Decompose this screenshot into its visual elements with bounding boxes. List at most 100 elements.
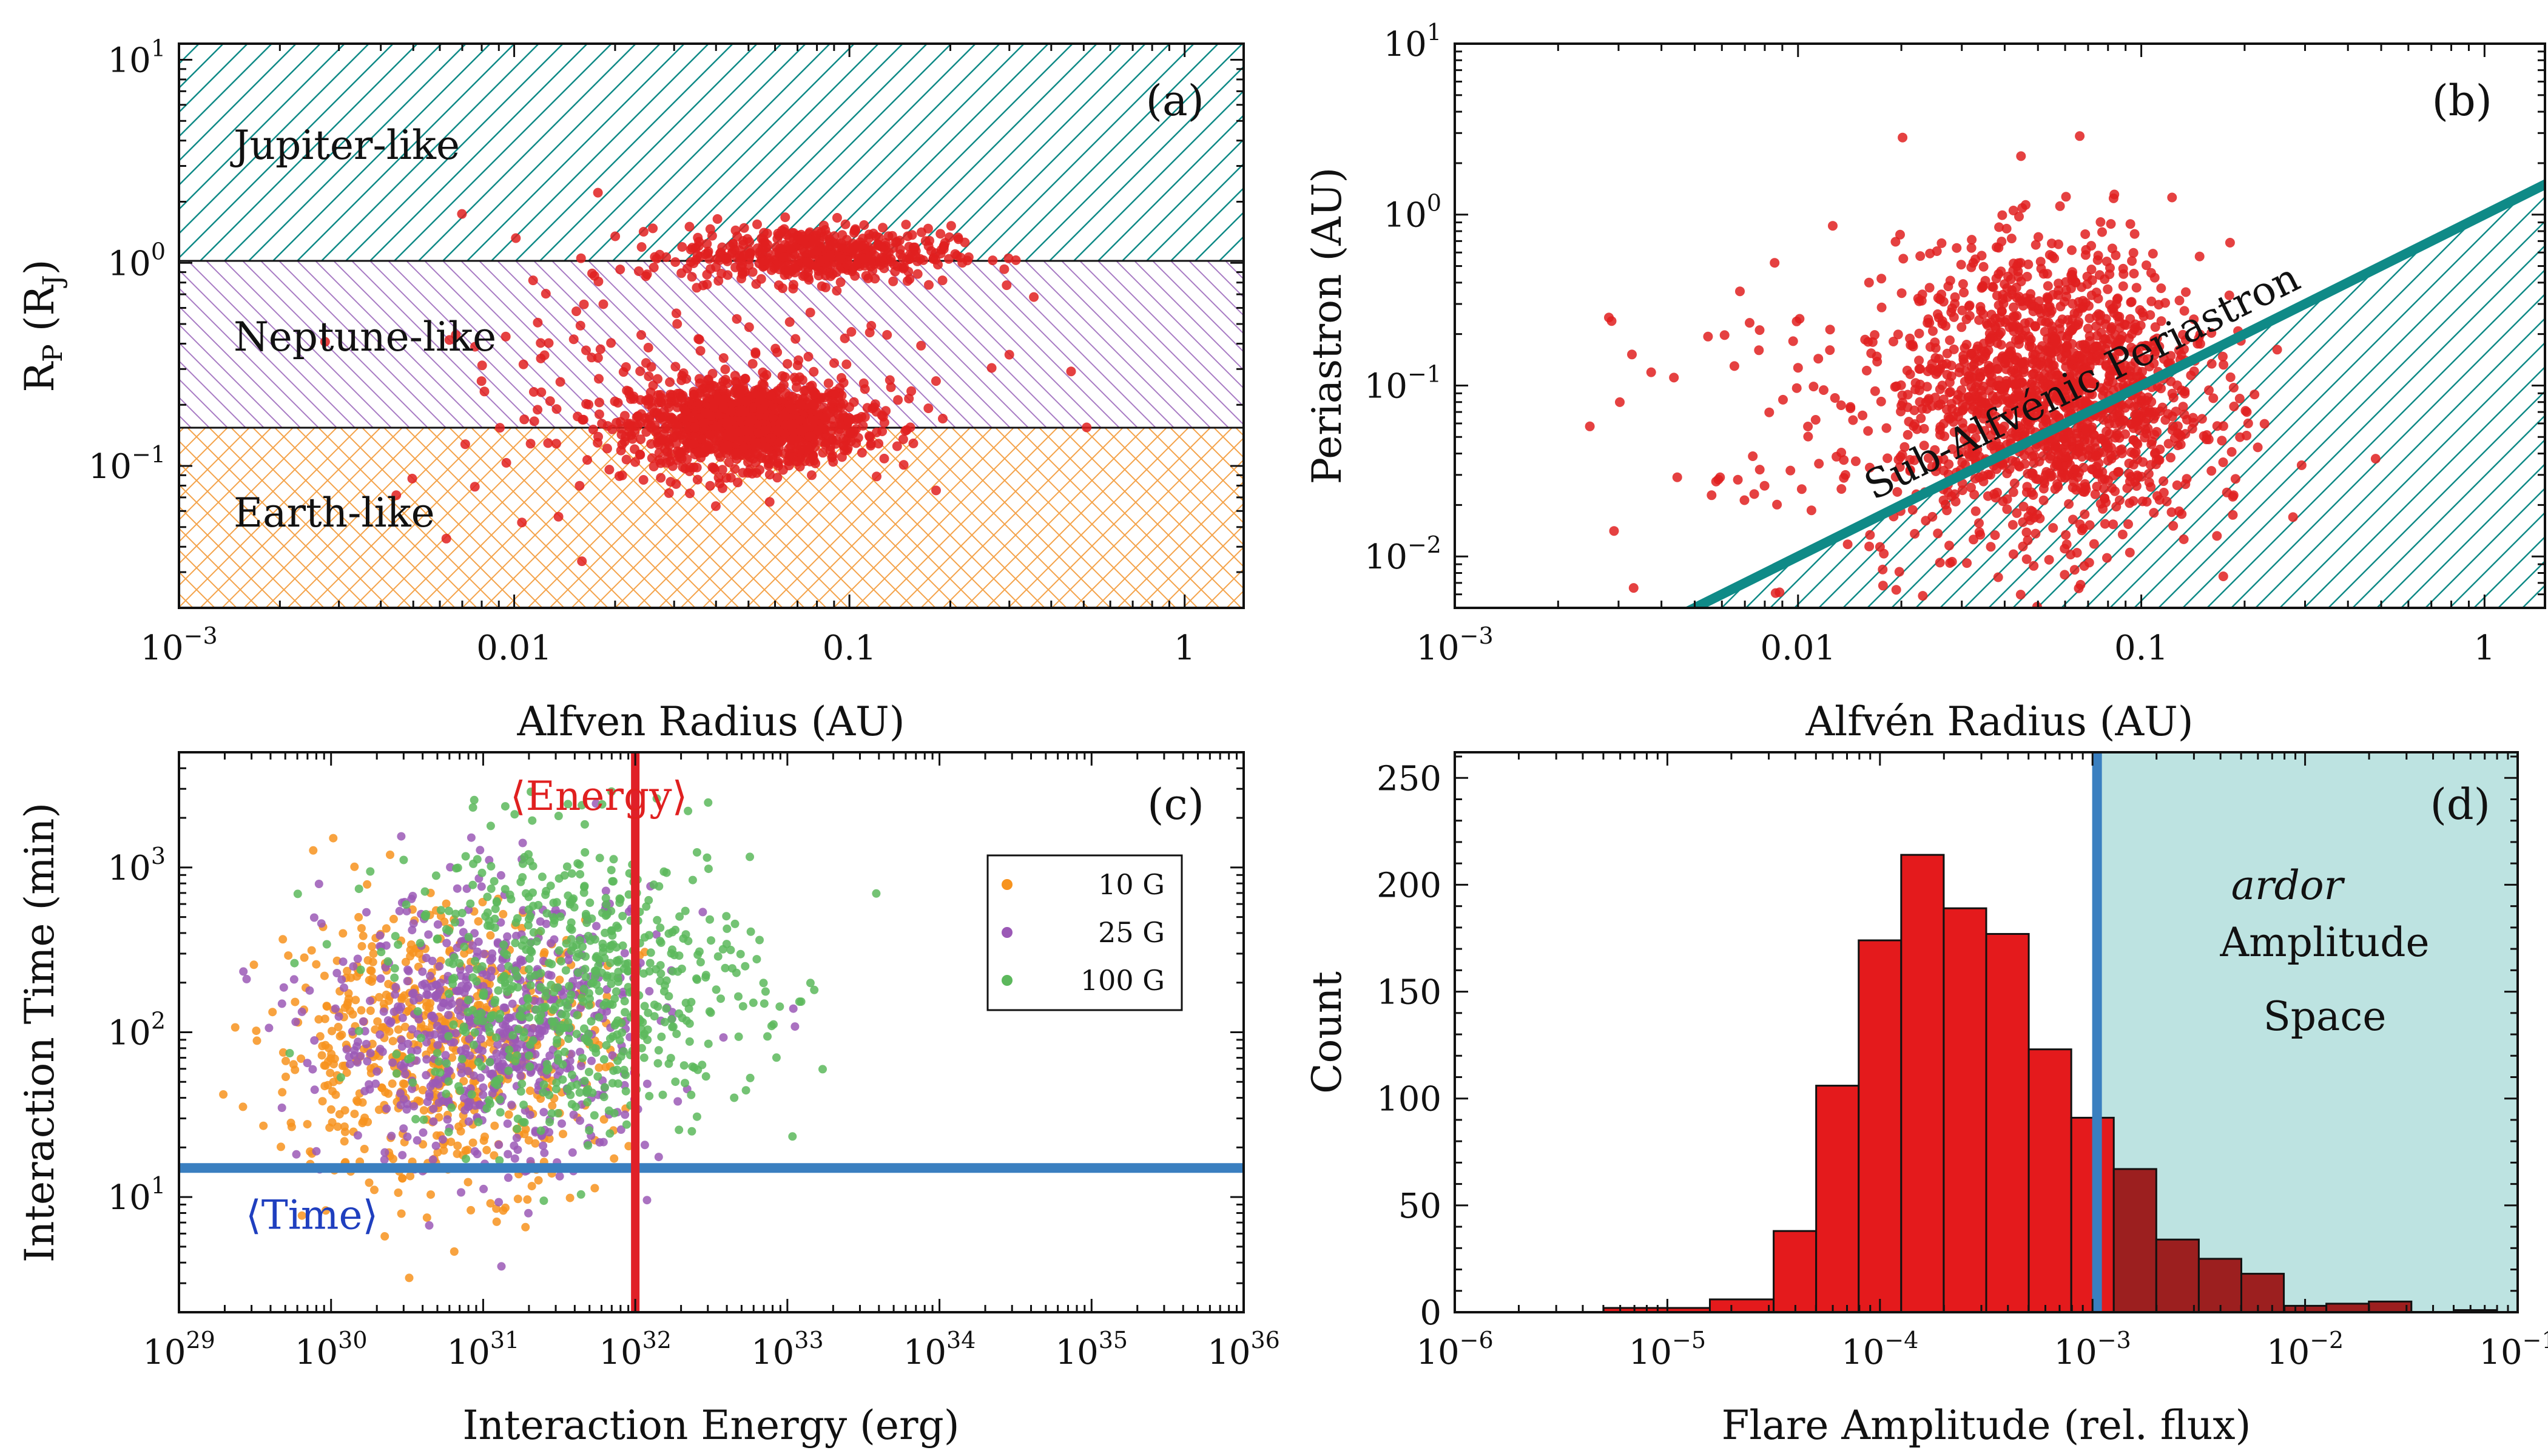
planet-point [451,330,461,340]
point-10G [326,1105,335,1114]
point-10G [360,1145,369,1153]
point-10G [525,1087,534,1095]
planet-point [2106,323,2117,334]
point-10G [249,960,258,969]
planet-point [2146,296,2157,306]
planet-point [2120,360,2130,371]
planet-point [884,248,894,258]
planet-point [2032,510,2043,520]
xtick-label-b: 0.01 [1760,629,1836,668]
planet-point [2159,488,2169,497]
point-25G [289,975,298,984]
planet-point [2179,410,2189,420]
planet-point [706,411,716,421]
planet-point [2195,329,2205,340]
planet-point [684,396,694,406]
planet-point [1956,322,1967,332]
planet-point [823,378,834,388]
point-25G [366,996,374,1005]
planet-point [2174,295,2185,306]
planet-point [827,396,837,406]
planet-point [2156,383,2166,394]
point-25G [395,1005,404,1014]
point-10G [297,1054,306,1063]
planet-point [790,334,801,344]
point-10G [394,1025,403,1034]
planet-point [901,220,911,230]
planet-point [705,480,715,491]
planet-point [2113,467,2123,477]
planet-point [1836,448,1847,457]
planet-point [629,394,639,404]
planet-point [794,355,804,365]
planet-point [717,242,727,252]
planet-point [581,345,591,356]
planet-point [2020,318,2030,328]
planet-point [926,246,936,256]
planet-point [907,230,917,240]
planet-point [1878,564,1888,575]
planet-point [718,353,729,363]
point-100G [736,949,745,959]
planet-point [2068,514,2078,525]
point-10G [327,1050,336,1059]
point-10G [442,899,451,908]
planet-point [1948,411,1958,422]
planet-point [872,471,881,482]
planet-point [460,439,470,450]
point-25G [468,941,477,950]
point-10G [373,1017,382,1026]
planet-point [2145,362,2154,372]
point-10G [490,1121,499,1130]
point-25G [348,1027,357,1036]
point-25G [408,1084,417,1093]
planet-point [635,366,645,376]
planet-point [1993,364,2003,374]
point-10G [277,1142,285,1151]
planet-point [1870,386,1880,396]
planet-point [1905,465,1915,475]
point-10G [482,1145,491,1154]
point-10G [419,1106,428,1115]
point-25G [345,1053,354,1062]
planet-point [1945,275,1955,286]
point-10G [534,1176,543,1185]
planet-point [470,482,480,492]
planet-point [2040,478,2049,488]
point-10G [463,1059,472,1068]
planet-point [2086,265,2097,275]
planet-point [1970,506,1981,516]
planet-point [2026,391,2037,402]
planet-point [594,409,604,419]
planet-point [593,277,604,286]
planet-point [2061,539,2072,550]
point-25G [567,1050,576,1059]
planet-point [1974,356,1984,366]
planet-point [648,223,658,234]
point-10G [382,1025,391,1034]
point-25G [376,974,385,983]
planet-point [882,330,892,340]
planet-point [647,453,657,463]
planet-point [2085,389,2095,399]
point-10G [559,1130,567,1139]
planet-point [1996,327,2006,337]
planet-point [2167,192,2177,203]
planet-point [1865,530,1875,540]
point-10G [312,960,321,969]
planet-point [2149,414,2159,424]
ytick-label-b: 101 [1384,19,1441,64]
planet-point [2174,345,2184,356]
point-25G [433,920,442,929]
planet-point [2043,302,2054,312]
planet-point [1993,572,2003,582]
planet-point [2081,244,2091,255]
planet-point [2020,459,2030,469]
planet-point [2007,428,2017,438]
planet-point [904,394,914,403]
planet-point [1754,465,1765,475]
planet-point [1770,258,1780,268]
planet-point [2189,314,2199,325]
planet-point [1976,306,1986,316]
planet-point [2057,377,2068,386]
